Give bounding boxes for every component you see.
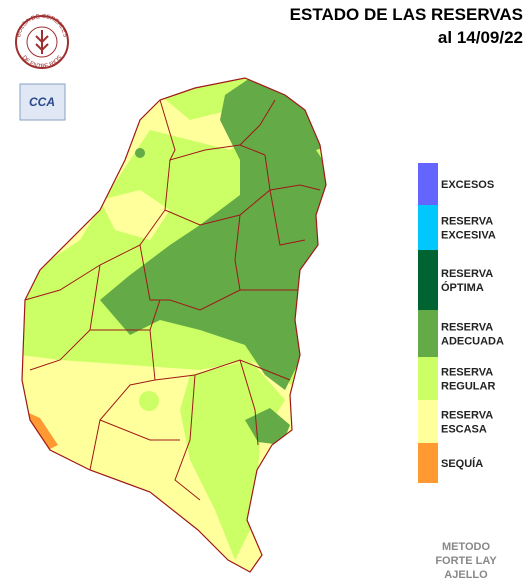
- map-outline: [21, 77, 327, 573]
- logo: BOLSA DE CEREALES DE ENTRE RIOS CCA: [15, 14, 69, 121]
- date: al 14/09/22: [438, 28, 523, 47]
- legend-label: ADECUADA: [441, 336, 504, 348]
- footer-line: AJELLO: [444, 569, 488, 581]
- footer: METODO FORTE LAY AJELLO: [435, 541, 497, 581]
- legend-swatch: [418, 205, 438, 250]
- legend-label: RESERVA: [441, 268, 493, 280]
- legend-swatch: [418, 250, 438, 310]
- legend-label: RESERVA: [441, 216, 493, 228]
- legend-label: REGULAR: [441, 381, 495, 393]
- legend-swatch: [418, 443, 438, 483]
- legend-label: SEQUÍA: [441, 457, 483, 470]
- logo-badge: CCA: [29, 95, 55, 109]
- map: [22, 78, 326, 572]
- legend-label: ÓPTIMA: [441, 281, 484, 294]
- legend-label: RESERVA: [441, 367, 493, 379]
- legend-label: EXCESIVA: [441, 230, 496, 242]
- title: ESTADO DE LAS RESERVAS: [290, 5, 523, 24]
- legend-label: ESCASA: [441, 424, 487, 436]
- legend-swatch: [418, 163, 438, 205]
- legend-label: EXCESOS: [441, 179, 494, 191]
- legend-label: RESERVA: [441, 410, 493, 422]
- legend-swatch: [418, 400, 438, 443]
- legend: EXCESOSRESERVAEXCESIVARESERVAÓPTIMARESER…: [418, 163, 504, 483]
- legend-swatch: [418, 357, 438, 400]
- legend-label: RESERVA: [441, 322, 493, 334]
- footer-line: FORTE LAY: [435, 555, 497, 567]
- legend-swatch: [418, 310, 438, 357]
- footer-line: METODO: [442, 541, 491, 553]
